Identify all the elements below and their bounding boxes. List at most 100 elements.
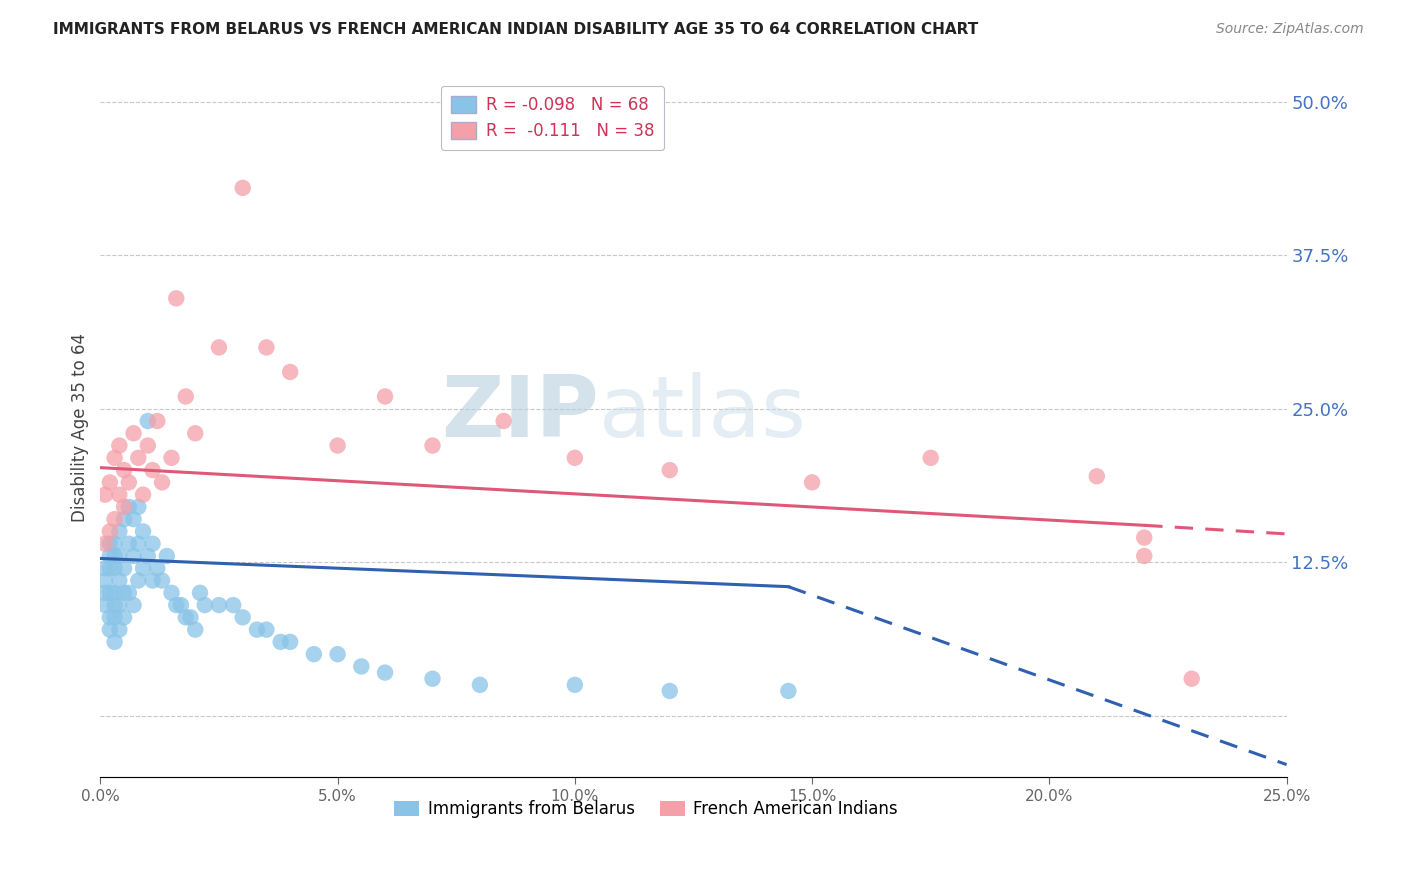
Point xyxy=(112,610,135,624)
Point xyxy=(118,500,141,514)
Point xyxy=(136,414,159,428)
Point xyxy=(94,561,117,575)
Point xyxy=(103,635,125,649)
Point xyxy=(232,610,254,624)
Point xyxy=(108,488,131,502)
Point xyxy=(132,561,155,575)
Point xyxy=(103,450,125,465)
Point xyxy=(422,672,444,686)
Point xyxy=(492,414,515,428)
Point xyxy=(374,665,396,680)
Point xyxy=(122,549,145,563)
Point xyxy=(254,623,277,637)
Y-axis label: Disability Age 35 to 64: Disability Age 35 to 64 xyxy=(72,333,89,522)
Point xyxy=(132,524,155,539)
Point xyxy=(174,610,197,624)
Text: atlas: atlas xyxy=(599,372,807,455)
Point xyxy=(108,598,131,612)
Point xyxy=(103,549,125,563)
Point xyxy=(184,623,207,637)
Point xyxy=(127,537,149,551)
Point xyxy=(108,439,131,453)
Point xyxy=(160,450,183,465)
Point xyxy=(98,475,121,490)
Point xyxy=(658,463,681,477)
Point xyxy=(1085,469,1108,483)
Point xyxy=(141,537,163,551)
Point xyxy=(141,574,163,588)
Point xyxy=(108,574,131,588)
Point xyxy=(658,684,681,698)
Point xyxy=(194,598,217,612)
Point xyxy=(468,678,491,692)
Point xyxy=(98,623,121,637)
Point xyxy=(801,475,824,490)
Point xyxy=(112,500,135,514)
Point xyxy=(108,623,131,637)
Text: Source: ZipAtlas.com: Source: ZipAtlas.com xyxy=(1216,22,1364,37)
Point xyxy=(326,647,349,661)
Point xyxy=(326,439,349,453)
Point xyxy=(94,598,117,612)
Point xyxy=(98,549,121,563)
Point xyxy=(94,537,117,551)
Point xyxy=(103,512,125,526)
Point xyxy=(156,549,179,563)
Point xyxy=(1181,672,1204,686)
Point xyxy=(98,537,121,551)
Point xyxy=(188,586,211,600)
Point xyxy=(98,524,121,539)
Point xyxy=(141,463,163,477)
Point xyxy=(112,586,135,600)
Point xyxy=(184,426,207,441)
Point xyxy=(302,647,325,661)
Point xyxy=(170,598,193,612)
Point xyxy=(118,537,141,551)
Point xyxy=(94,586,117,600)
Point xyxy=(98,610,121,624)
Point xyxy=(122,512,145,526)
Point xyxy=(150,475,173,490)
Legend: Immigrants from Belarus, French American Indians: Immigrants from Belarus, French American… xyxy=(388,793,904,824)
Point xyxy=(1133,549,1156,563)
Point xyxy=(127,500,149,514)
Point xyxy=(270,635,292,649)
Point xyxy=(127,574,149,588)
Point xyxy=(920,450,942,465)
Point xyxy=(150,574,173,588)
Point xyxy=(98,586,121,600)
Point xyxy=(112,463,135,477)
Point xyxy=(132,488,155,502)
Point xyxy=(246,623,269,637)
Point xyxy=(146,561,169,575)
Point xyxy=(160,586,183,600)
Point xyxy=(112,512,135,526)
Point xyxy=(136,549,159,563)
Point xyxy=(94,488,117,502)
Point xyxy=(103,561,125,575)
Point xyxy=(118,586,141,600)
Point xyxy=(179,610,201,624)
Point xyxy=(108,549,131,563)
Point xyxy=(127,450,149,465)
Point xyxy=(374,389,396,403)
Point xyxy=(103,610,125,624)
Text: IMMIGRANTS FROM BELARUS VS FRENCH AMERICAN INDIAN DISABILITY AGE 35 TO 64 CORREL: IMMIGRANTS FROM BELARUS VS FRENCH AMERIC… xyxy=(53,22,979,37)
Point xyxy=(1133,531,1156,545)
Point xyxy=(103,598,125,612)
Point xyxy=(108,524,131,539)
Point xyxy=(103,586,125,600)
Point xyxy=(165,291,187,305)
Point xyxy=(350,659,373,673)
Point xyxy=(208,598,231,612)
Point xyxy=(122,426,145,441)
Point xyxy=(94,574,117,588)
Point xyxy=(222,598,245,612)
Point xyxy=(422,439,444,453)
Point xyxy=(118,475,141,490)
Point xyxy=(564,678,586,692)
Point xyxy=(778,684,800,698)
Point xyxy=(254,340,277,354)
Point xyxy=(136,439,159,453)
Point xyxy=(122,598,145,612)
